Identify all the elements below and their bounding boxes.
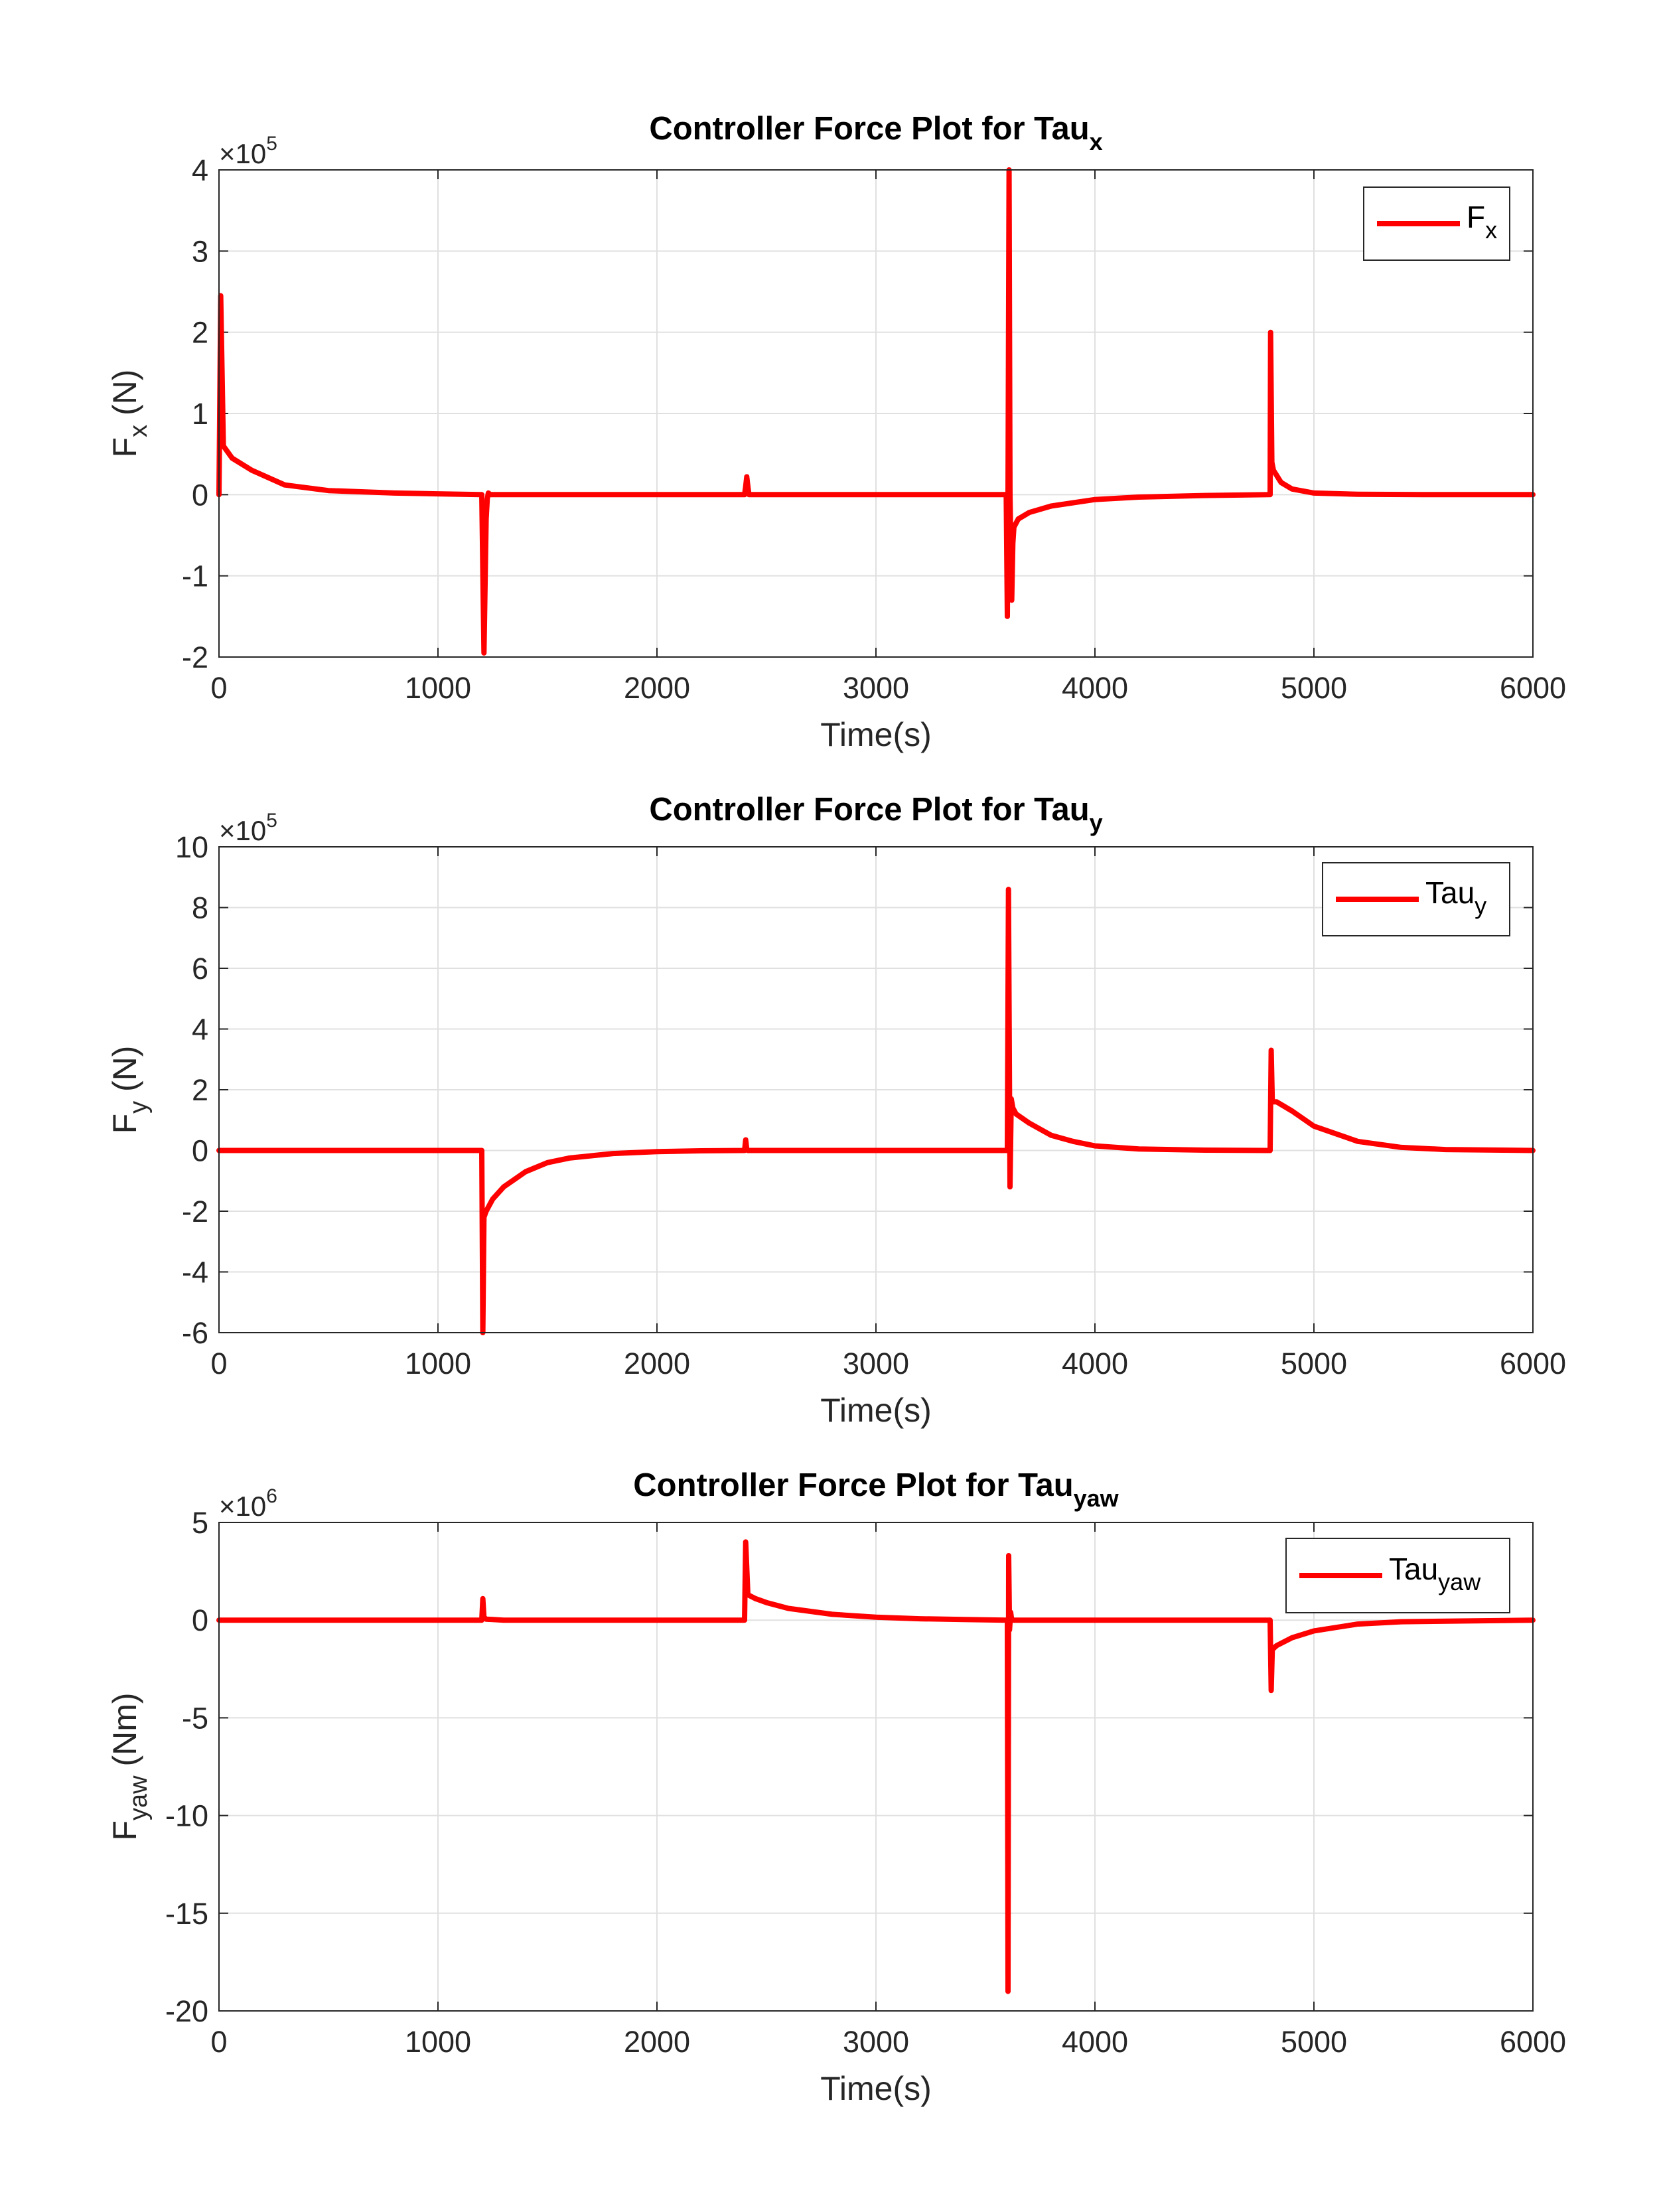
- x-tick-label: 6000: [1500, 671, 1566, 705]
- y-tick-label: -6: [182, 1316, 208, 1350]
- y-tick-label: -2: [182, 640, 208, 674]
- legend-label-subscript: y: [1475, 892, 1486, 919]
- x-tick-label: 5000: [1281, 1347, 1347, 1380]
- y-tick-label: 10: [175, 830, 208, 864]
- y-tick-label: 4: [192, 153, 208, 187]
- x-tick-label: 2000: [624, 1347, 690, 1380]
- chart-panel-3: 0 1000 2000 3000 4000 5000 6000 -20 -15 -10 -5 0 5 ×1…: [106, 1467, 1566, 2107]
- y-tick-label: -15: [165, 1897, 208, 1931]
- legend: Tauy: [1322, 862, 1510, 936]
- y-axis-label-main: F: [106, 1820, 143, 1841]
- y-tick-label: -10: [165, 1799, 208, 1833]
- axes-box: [218, 846, 1534, 1333]
- y-tick-label: 3: [192, 234, 208, 268]
- x-tick-label: 2000: [624, 671, 690, 705]
- axis-exponent: ×105: [219, 133, 277, 169]
- y-axis-label-main: F: [106, 1114, 143, 1134]
- y-tick-label: -4: [182, 1256, 208, 1290]
- y-axis-label-main: F: [106, 437, 143, 458]
- chart-panel-2: 0 1000 2000 3000 4000 5000 6000 -6 -4 -2 0 2 4 6 8 10 ×1…: [106, 792, 1566, 1429]
- series-line-1: [216, 887, 1536, 1335]
- y-axis-label-unit: (N): [106, 370, 143, 425]
- x-tick-label: 3000: [843, 671, 909, 705]
- legend: Tauyaw: [1285, 1538, 1510, 1613]
- axis-exponent: ×105: [219, 810, 277, 846]
- chart-title-text: Controller Force Plot for Tau: [633, 1467, 1073, 1503]
- chart-title: Controller Force Plot for Tauy: [649, 792, 1102, 836]
- y-tick-label: -2: [182, 1195, 208, 1228]
- x-tick-label: 6000: [1500, 2025, 1566, 2059]
- legend-label: Fx: [1467, 200, 1497, 244]
- y-tick-label: 0: [192, 1134, 208, 1168]
- y-axis-label-subscript: y: [125, 1101, 153, 1114]
- legend-label-subscript: x: [1485, 216, 1497, 244]
- legend-label-text: Tau: [1425, 875, 1475, 910]
- y-axis-label: Fy (N): [106, 1046, 153, 1134]
- axis-exponent-power: 5: [266, 810, 277, 832]
- chart-title-subscript: y: [1090, 809, 1103, 836]
- y-tick-label: -20: [165, 1994, 208, 2028]
- y-axis-label-unit: (Nm): [106, 1692, 143, 1775]
- y-axis-label-unit: (N): [106, 1046, 143, 1101]
- chart-title-text: Controller Force Plot for Tau: [649, 792, 1089, 828]
- y-axis-label-subscript: x: [125, 425, 153, 437]
- x-axis-label: Time(s): [820, 1392, 932, 1429]
- legend-label: Tauyaw: [1389, 1552, 1481, 1595]
- y-tick-label: 2: [192, 316, 208, 350]
- axis-exponent-base: ×10: [219, 138, 266, 169]
- x-tick-label: 4000: [1062, 2025, 1128, 2059]
- y-axis-label: Fyaw (Nm): [106, 1692, 153, 1840]
- chart-title-text: Controller Force Plot for Tau: [649, 111, 1089, 147]
- axis-exponent: ×106: [219, 1485, 277, 1522]
- x-tick-label: 3000: [843, 1347, 909, 1380]
- x-tick-label: 0: [210, 671, 227, 705]
- y-tick-label: 0: [192, 478, 208, 512]
- chart-title: Controller Force Plot for Tauyaw: [633, 1467, 1119, 1512]
- y-tick-label: 8: [192, 891, 208, 925]
- axis-exponent-base: ×10: [219, 1491, 266, 1522]
- chart-title-subscript: yaw: [1074, 1485, 1119, 1512]
- legend-label-subscript: yaw: [1438, 1568, 1481, 1595]
- y-tick-label: 2: [192, 1073, 208, 1107]
- y-tick-label: 0: [192, 1603, 208, 1637]
- legend-label: Tauy: [1425, 875, 1486, 919]
- axis-exponent-power: 6: [266, 1485, 277, 1507]
- axes-box: [218, 1522, 1534, 2012]
- axis-exponent-power: 5: [266, 133, 277, 155]
- x-tick-label: 1000: [405, 2025, 471, 2059]
- y-tick-label: 6: [192, 952, 208, 986]
- y-tick-label: 4: [192, 1013, 208, 1047]
- x-tick-label: 4000: [1062, 1347, 1128, 1380]
- y-axis-label: Fx (N): [106, 370, 153, 458]
- y-tick-label: -5: [182, 1701, 208, 1735]
- y-tick-label: -1: [182, 559, 208, 593]
- y-tick-label: 5: [192, 1506, 208, 1540]
- series-line-1: [216, 167, 1536, 656]
- x-tick-label: 3000: [843, 2025, 909, 2059]
- axes-box: [218, 169, 1534, 658]
- legend: Fx: [1363, 186, 1510, 261]
- x-tick-label: 1000: [405, 1347, 471, 1380]
- x-axis-label: Time(s): [820, 716, 932, 753]
- x-tick-label: 5000: [1281, 671, 1347, 705]
- y-axis-label-subscript: yaw: [125, 1775, 153, 1820]
- axis-exponent-base: ×10: [219, 815, 266, 846]
- x-tick-label: 0: [210, 1347, 227, 1380]
- x-tick-label: 4000: [1062, 671, 1128, 705]
- x-tick-label: 5000: [1281, 2025, 1347, 2059]
- x-axis-label: Time(s): [820, 2070, 932, 2107]
- y-tick-label: 1: [192, 397, 208, 431]
- x-tick-label: 0: [210, 2025, 227, 2059]
- chart-title-subscript: x: [1090, 128, 1103, 155]
- chart-title: Controller Force Plot for Taux: [649, 111, 1102, 155]
- legend-label-text: F: [1467, 200, 1485, 234]
- legend-label-text: Tau: [1389, 1552, 1438, 1586]
- chart-panel-1: 0 1000 2000 3000 4000 5000 6000 -2 -1 0 1 2 3 4 ×105 Co…: [106, 111, 1566, 753]
- x-tick-label: 1000: [405, 671, 471, 705]
- x-tick-label: 6000: [1500, 1347, 1566, 1380]
- x-tick-label: 2000: [624, 2025, 690, 2059]
- series-line-1: [216, 1539, 1536, 1994]
